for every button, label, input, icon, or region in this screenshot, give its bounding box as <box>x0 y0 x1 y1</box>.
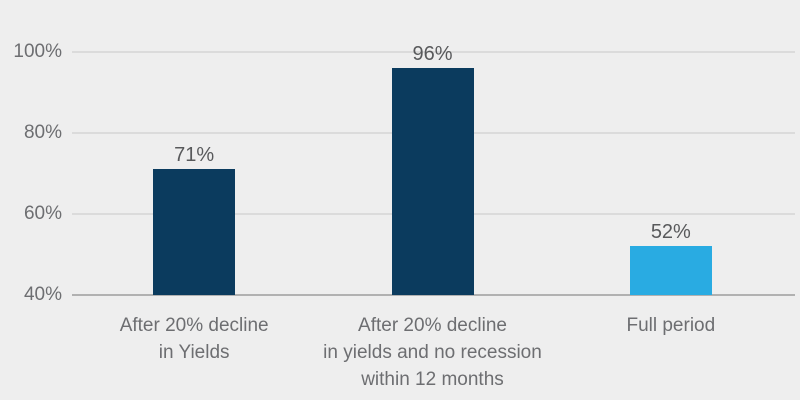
x-category-label: Full period <box>536 312 800 339</box>
x-category-label: After 20% decline in yields and no recess… <box>298 312 568 393</box>
bar-2 <box>391 68 474 295</box>
bar-value-label: 52% <box>650 221 691 244</box>
bar-value-label: 71% <box>174 144 215 167</box>
x-category-label-line: Full period <box>626 315 716 336</box>
bar-1 <box>153 169 236 295</box>
x-category-label-line: After 20% decline <box>358 315 507 336</box>
x-category-label-line: in Yields <box>158 342 230 363</box>
x-category-label-line: After 20% decline <box>119 315 269 336</box>
x-category-label-line: within 12 months <box>361 369 504 390</box>
x-category-label-line: in yields and no recession <box>323 342 542 363</box>
x-category-label: After 20% decline in Yields <box>59 312 329 366</box>
bar-value-label: 96% <box>412 43 453 66</box>
bar-3 <box>629 246 712 295</box>
gridline <box>72 51 795 53</box>
y-tick-label: 80% <box>23 122 62 143</box>
y-tick-label: 100% <box>13 41 62 62</box>
x-axis-baseline <box>72 294 795 296</box>
y-tick-label: 40% <box>23 284 62 305</box>
y-tick-label: 60% <box>23 203 62 224</box>
